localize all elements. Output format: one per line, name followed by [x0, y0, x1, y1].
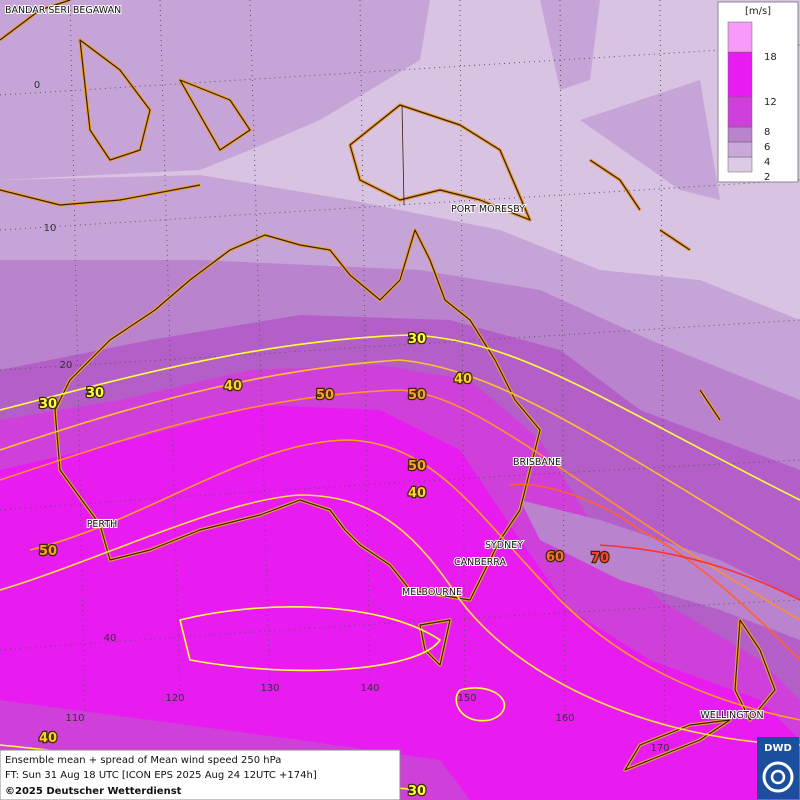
latitude-label: 40 — [104, 633, 117, 644]
city-label: PORT MORESBY — [451, 204, 525, 215]
grid-line — [159, 0, 181, 701]
legend-swatch — [727, 156, 753, 173]
contour-label: 40 — [408, 486, 426, 501]
latitude-label: 20 — [60, 360, 73, 371]
longitude-label: 140 — [360, 683, 379, 694]
contour-label: 30 — [39, 397, 57, 412]
longitude-label: 170 — [650, 743, 669, 754]
logo-icon — [770, 769, 786, 785]
legend-label: 4 — [764, 157, 770, 168]
legend-label: 18 — [764, 52, 777, 63]
grid-line — [559, 0, 566, 721]
grid-line — [0, 44, 800, 96]
longitude-label: 150 — [457, 693, 476, 704]
isotach — [599, 544, 800, 601]
city-label: SYDNEY — [485, 540, 523, 551]
isotach — [29, 439, 800, 721]
footer-text: ©2025 Deutscher Wetterdienst — [5, 786, 182, 797]
grid-line — [459, 0, 466, 701]
footer-text: Ensemble mean + spread of Mean wind spee… — [5, 755, 281, 766]
longitude-label: 130 — [260, 683, 279, 694]
graticule — [0, 0, 800, 746]
logo: DWD — [757, 737, 799, 799]
grid-line — [359, 0, 371, 691]
isotach — [0, 334, 800, 501]
footer: Ensemble mean + spread of Mean wind spee… — [0, 749, 401, 800]
isotach — [179, 606, 442, 672]
field-band — [0, 405, 800, 800]
contour-label: 30 — [86, 386, 104, 401]
field-band — [520, 500, 800, 640]
contour-label: 70 — [591, 551, 609, 566]
isotach — [0, 389, 800, 621]
logo-icon — [762, 761, 794, 793]
legend-unit: [m/s] — [745, 6, 771, 17]
field-band — [0, 0, 430, 180]
latitude-label: 0 — [34, 80, 40, 91]
legend-items: 2 4 6 8 12 18 — [727, 21, 777, 183]
grid-line — [0, 459, 800, 511]
legend-label: 6 — [764, 142, 770, 153]
city-label: WELLINGTON — [700, 710, 763, 721]
footer-box — [0, 749, 401, 800]
legend: [m/s] 2 4 6 8 12 18 — [717, 1, 799, 183]
city-label: PERTH — [87, 519, 118, 530]
legend-swatch — [727, 51, 753, 98]
grid-line — [249, 0, 271, 691]
longitude-label: 110 — [65, 713, 84, 724]
logo-box — [757, 737, 799, 799]
isotach — [0, 494, 800, 746]
legend-swatch — [727, 96, 753, 128]
isotach — [0, 359, 800, 561]
longitude-label: 120 — [165, 693, 184, 704]
legend-label: 12 — [764, 97, 777, 108]
isotach — [455, 687, 506, 722]
legend-label: 8 — [764, 127, 770, 138]
contour-label: 40 — [224, 379, 242, 394]
city-label: CANBERRA — [454, 557, 507, 568]
labels: BANDAR SERI BEGAWAN PORT MORESBY BRISBANE P… — [4, 4, 765, 800]
contour-label: 40 — [454, 372, 472, 387]
grid-line — [659, 0, 666, 746]
grid-line — [69, 0, 86, 721]
field-band — [540, 0, 720, 200]
legend-label: 2 — [764, 172, 770, 183]
legend-swatch — [727, 21, 753, 53]
footer-text: FT: Sun 31 Aug 18 UTC [ICON EPS 2025 Aug… — [5, 770, 317, 781]
coastlines — [0, 0, 777, 772]
grid-line — [0, 319, 800, 371]
logo-text: DWD — [764, 743, 792, 754]
isotach — [509, 483, 800, 661]
city-label: BANDAR SERI BEGAWAN — [5, 5, 121, 16]
contour-label: 60 — [546, 550, 564, 565]
contour-label: 50 — [39, 544, 57, 559]
contour-label: 40 — [39, 731, 57, 746]
contour-label: 50 — [316, 388, 334, 403]
isotachs — [0, 334, 800, 791]
contour-label: 50 — [408, 388, 426, 403]
grid-line — [0, 599, 800, 651]
contour-label: 30 — [408, 332, 426, 347]
legend-swatch — [727, 126, 753, 143]
contour-label: 50 — [408, 459, 426, 474]
contour-label: 30 — [408, 784, 426, 799]
latitude-label: 10 — [44, 223, 57, 234]
longitude-label: 160 — [555, 713, 574, 724]
grid-line — [0, 179, 800, 231]
city-label: MELBOURNE — [402, 587, 462, 598]
legend-swatch — [727, 141, 753, 158]
city-label: BRISBANE — [513, 457, 561, 468]
